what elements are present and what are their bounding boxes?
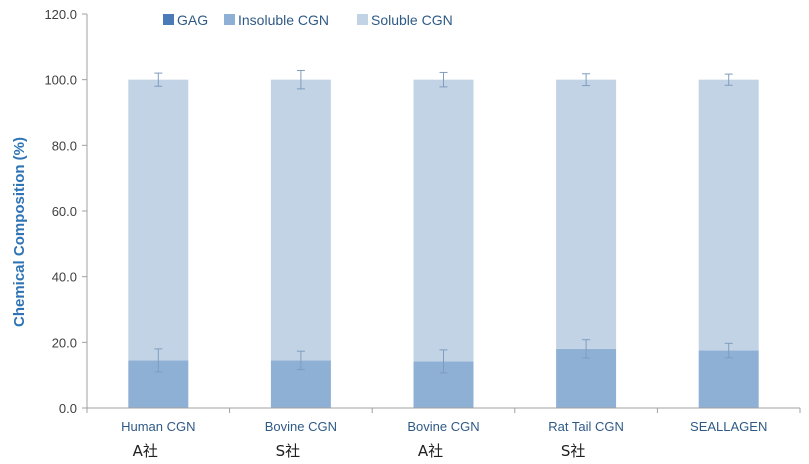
bar-soluble-cgn — [413, 79, 474, 362]
legend-label: Insoluble CGN — [238, 12, 329, 28]
legend-swatch — [163, 14, 174, 25]
y-tick-label: 0.0 — [59, 401, 77, 416]
x-tick-label: Rat Tail CGN — [548, 419, 624, 434]
legend-label: GAG — [177, 12, 208, 28]
x-axis: Human CGN A社 Bovine CGN S社 Bovine CGN A社 Rat T… — [86, 407, 801, 460]
bar-soluble-cgn — [556, 79, 617, 349]
x-tick-label: SEALLAGEN — [690, 419, 767, 434]
x-tick-sublabel: S社 — [561, 442, 586, 460]
y-tick-label: 120.0 — [44, 7, 77, 22]
y-tick-label: 40.0 — [52, 270, 77, 285]
bar-insoluble-cgn — [698, 350, 759, 408]
legend-swatch — [357, 14, 368, 25]
y-tick-label: 20.0 — [52, 335, 77, 350]
y-axis-label: Chemical Composition (%) — [11, 137, 28, 327]
x-tick-label: Bovine CGN — [407, 419, 479, 434]
bars — [128, 79, 759, 408]
x-tick-sublabel: S社 — [276, 442, 301, 460]
legend-label: Soluble CGN — [371, 12, 453, 28]
bar-insoluble-cgn — [556, 348, 617, 408]
legend: GAG Insoluble CGN Soluble CGN — [163, 12, 453, 28]
x-tick-label: Bovine CGN — [265, 419, 337, 434]
bar-soluble-cgn — [270, 79, 331, 361]
x-tick-sublabel: A社 — [418, 442, 443, 460]
y-tick-label: 100.0 — [44, 73, 77, 88]
legend-swatch — [224, 14, 235, 25]
x-tick-sublabel: A社 — [133, 442, 158, 460]
x-tick-label: Human CGN — [121, 419, 195, 434]
bar-soluble-cgn — [128, 79, 189, 361]
y-axis: 0.0 20.0 40.0 60.0 80.0 100.0 120.0 — [44, 7, 88, 416]
bar-soluble-cgn — [698, 79, 759, 351]
y-tick-label: 60.0 — [52, 204, 77, 219]
y-tick-label: 80.0 — [52, 138, 77, 153]
error-bars — [154, 69, 733, 374]
